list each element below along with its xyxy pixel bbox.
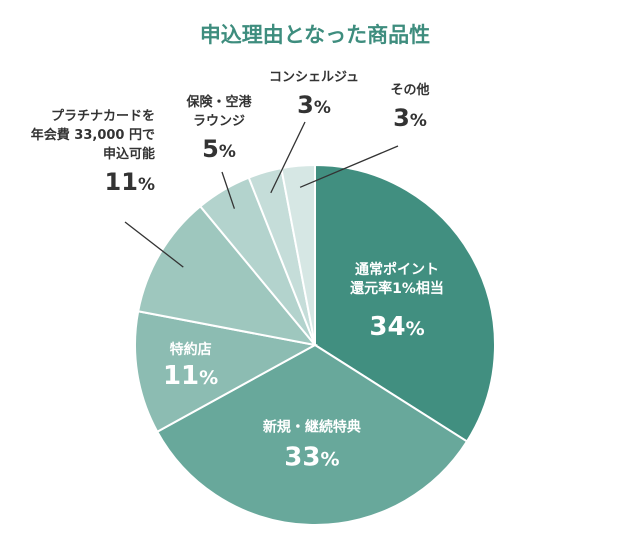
slice-value-number: 3 [393,104,410,132]
slice-label: 保険・空港 [185,94,252,110]
slice-value-unit: % [406,318,425,340]
slice-value-unit: % [314,98,331,118]
slice-label: 通常ポイント [355,261,439,278]
slice-value-unit: % [219,142,236,162]
pie-slice [314,163,496,443]
leader-line [124,221,184,268]
slice-value-unit: % [138,175,155,195]
slice-value: 3% [297,91,331,119]
pie-slices [134,163,496,526]
pie-slice [134,310,318,434]
slice-value-number: 33 [284,443,320,473]
slice-label: 特約店 [170,341,212,358]
slice-value-unit: % [199,367,218,389]
leader-lines [124,121,399,268]
slice-label: 申込可能 [103,146,155,162]
slice-value: 34% [369,312,424,342]
leader-line [221,171,236,209]
slice-value-number: 11 [163,361,199,391]
slice-value: 11% [163,361,218,391]
slice-value-unit: % [320,449,339,471]
slice-labels: 通常ポイント還元率1%相当34%新規・継続特典33%特約店11%プラチナカードを… [31,70,444,473]
slice-value: 33% [284,443,339,473]
pie-slice [137,204,318,347]
slice-label: 年会費 33,000 円で [31,127,155,143]
slice-value-number: 11 [105,168,138,196]
slice-label: プラチナカードを [51,109,155,124]
leader-line [270,121,306,194]
slice-value: 3% [393,104,427,132]
pie-slice [280,163,316,346]
slice-value-unit: % [410,111,427,131]
slice-label: 新規・継続特典 [263,419,361,436]
slice-value-number: 3 [297,91,314,119]
slice-value: 11% [105,168,155,196]
slice-label: ラウンジ [193,114,245,129]
chart-title: 申込理由となった商品性 [200,23,430,47]
slice-value: 5% [202,135,236,163]
slice-label: コンシェルジュ [269,70,359,85]
leader-line [299,145,399,188]
slice-label: 還元率1%相当 [350,280,444,297]
slice-label: その他 [390,82,429,98]
slice-value-number: 34 [369,312,405,342]
slice-value-number: 5 [202,135,219,163]
